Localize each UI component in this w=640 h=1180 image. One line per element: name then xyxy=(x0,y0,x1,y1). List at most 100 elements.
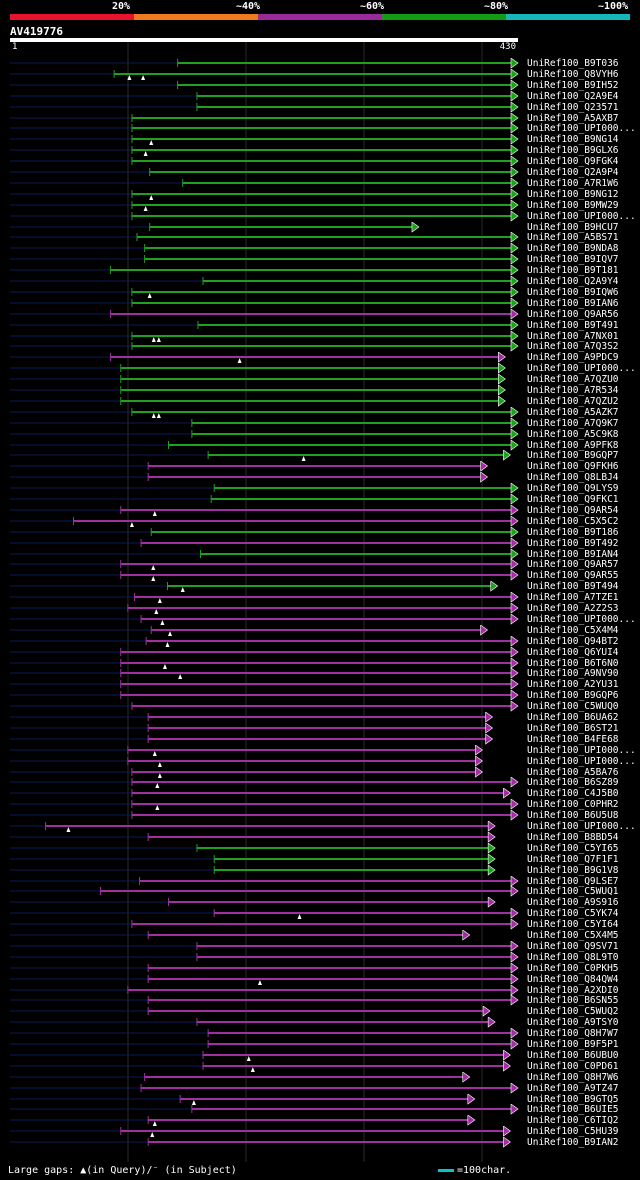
hit-row[interactable]: UniRef100_Q8H7W7 xyxy=(0,1028,640,1039)
hit-label[interactable]: UniRef100_Q23571 xyxy=(527,101,619,113)
hit-label[interactable]: UniRef100_B9MW29 xyxy=(527,199,619,211)
hit-row[interactable]: UniRef100_A9NV90 xyxy=(0,668,640,680)
hit-label[interactable]: UniRef100_A7QZU0 xyxy=(527,374,619,386)
hit-row[interactable]: UniRef100_B9NG14 xyxy=(0,134,640,146)
hit-row[interactable]: UniRef100_Q84QW4 xyxy=(0,973,640,985)
hit-label[interactable]: UniRef100_B6SN55 xyxy=(527,995,619,1007)
hit-label[interactable]: UniRef100_Q8VYH6 xyxy=(527,68,619,80)
hit-label[interactable]: UniRef100_B9NG12 xyxy=(527,188,619,200)
hit-label[interactable]: UniRef100_A7Q9K7 xyxy=(527,417,619,429)
hit-label[interactable]: UniRef100_A7Q3S2 xyxy=(527,341,619,353)
hit-row[interactable]: UniRef100_B9IAN2 xyxy=(0,1137,640,1148)
hit-row[interactable]: UniRef100_Q9LYS9 xyxy=(0,483,640,494)
hit-label[interactable]: UniRef100_B9HCU7 xyxy=(527,221,619,233)
hit-row[interactable]: UniRef100_B6SZ89 xyxy=(0,777,640,789)
hit-label[interactable]: UniRef100_A5BS71 xyxy=(527,232,619,244)
hit-label[interactable]: UniRef100_Q8LBJ4 xyxy=(527,472,619,484)
hit-row[interactable]: UniRef100_A5BS71 xyxy=(0,232,640,243)
hit-row[interactable]: UniRef100_A7R1W6 xyxy=(0,177,640,189)
hit-label[interactable]: UniRef100_Q9LSE7 xyxy=(527,875,619,887)
hit-label[interactable]: UniRef100_Q94BT2 xyxy=(527,635,619,647)
hit-row[interactable]: UniRef100_Q8H7W6 xyxy=(0,1071,640,1083)
hit-row[interactable]: UniRef100_B8BD54 xyxy=(0,831,640,843)
hit-row[interactable]: UniRef100_Q9AR56 xyxy=(0,308,640,320)
hit-label[interactable]: UniRef100_C5HU39 xyxy=(527,1126,619,1138)
hit-label[interactable]: UniRef100_B6ST21 xyxy=(527,722,619,734)
hit-row[interactable]: UniRef100_C0PD61 xyxy=(0,1060,640,1072)
hit-label[interactable]: UniRef100_B9T494 xyxy=(527,581,619,593)
hit-label[interactable]: UniRef100_Q8H7W6 xyxy=(527,1071,619,1083)
hit-row[interactable]: UniRef100_A2YU31 xyxy=(0,679,640,690)
hit-row[interactable]: UniRef100_A5BA76 xyxy=(0,766,640,778)
hit-row[interactable]: UniRef100_B9GQP6 xyxy=(0,690,640,701)
hit-row[interactable]: UniRef100_B6UIE5 xyxy=(0,1104,640,1115)
hit-row[interactable]: UniRef100_Q2A9P4 xyxy=(0,167,640,178)
hit-label[interactable]: UniRef100_C0PKH5 xyxy=(527,962,619,974)
hit-row[interactable]: UniRef100_A2XDI0 xyxy=(0,984,640,996)
hit-label[interactable]: UniRef100_A9PFK8 xyxy=(527,439,619,451)
hit-label[interactable]: UniRef100_B9GLX6 xyxy=(527,145,619,157)
hit-row[interactable]: UniRef100_A7TZE1 xyxy=(0,592,640,604)
hit-label[interactable]: UniRef100_B8BD54 xyxy=(527,831,619,843)
hit-label[interactable]: UniRef100_B9T492 xyxy=(527,537,619,549)
hit-label[interactable]: UniRef100_B6T6N0 xyxy=(527,657,619,669)
hit-row[interactable]: UniRef100_C5HU39 xyxy=(0,1126,640,1138)
hit-label[interactable]: UniRef100_C4J5B0 xyxy=(527,788,619,800)
hit-row[interactable]: UniRef100_A2Z2S3 xyxy=(0,603,640,614)
hit-label[interactable]: UniRef100_UPI000... xyxy=(527,363,636,375)
hit-row[interactable]: UniRef100_C5YI65 xyxy=(0,842,640,854)
hit-row[interactable]: UniRef100_C5X4M4 xyxy=(0,624,640,636)
hit-row[interactable]: UniRef100_UPI000... xyxy=(0,821,640,832)
hit-label[interactable]: UniRef100_A9PDC9 xyxy=(527,352,619,364)
hit-row[interactable]: UniRef100_B9T491 xyxy=(0,319,640,331)
hit-row[interactable]: UniRef100_Q9FKH6 xyxy=(0,461,640,472)
hit-label[interactable]: UniRef100_B9IAN2 xyxy=(527,1137,619,1149)
hit-label[interactable]: UniRef100_Q2A9P4 xyxy=(527,167,619,178)
hit-row[interactable]: UniRef100_B9MW29 xyxy=(0,199,640,211)
hit-row[interactable]: UniRef100_B9IAN4 xyxy=(0,548,640,560)
hit-row[interactable]: UniRef100_B9G1V8 xyxy=(0,864,640,876)
hit-row[interactable]: UniRef100_C5X4M5 xyxy=(0,930,640,941)
hit-label[interactable]: UniRef100_C0PHR2 xyxy=(527,799,619,811)
hit-label[interactable]: UniRef100_C5WUQ0 xyxy=(527,701,619,713)
hit-row[interactable]: UniRef100_A7QZU0 xyxy=(0,374,640,385)
hit-label[interactable]: UniRef100_A7R534 xyxy=(527,385,619,396)
hit-row[interactable]: UniRef100_A7Q9K7 xyxy=(0,417,640,429)
hit-row[interactable]: UniRef100_Q94BT2 xyxy=(0,635,640,647)
hit-label[interactable]: UniRef100_B6UIE5 xyxy=(527,1104,619,1116)
hit-row[interactable]: UniRef100_B4FE68 xyxy=(0,733,640,745)
hit-label[interactable]: UniRef100_B9T036 xyxy=(527,58,619,69)
hit-row[interactable]: UniRef100_Q2A9E4 xyxy=(0,90,640,102)
hit-label[interactable]: UniRef100_C6TIQ2 xyxy=(527,1115,619,1127)
hit-row[interactable]: UniRef100_A5AZK7 xyxy=(0,406,640,418)
hit-row[interactable]: UniRef100_UPI000... xyxy=(0,755,640,767)
hit-label[interactable]: UniRef100_Q84QW4 xyxy=(527,973,619,985)
hit-row[interactable]: UniRef100_A7Q3S2 xyxy=(0,341,640,352)
hit-label[interactable]: UniRef100_B9T491 xyxy=(527,319,619,331)
hit-label[interactable]: UniRef100_B9G1V8 xyxy=(527,864,619,876)
hit-row[interactable]: UniRef100_A7NX01 xyxy=(0,330,640,342)
hit-row[interactable]: UniRef100_C5WUQ0 xyxy=(0,701,640,712)
hit-label[interactable]: UniRef100_C5YI65 xyxy=(527,842,619,854)
hit-label[interactable]: UniRef100_Q9AR55 xyxy=(527,570,619,582)
hit-row[interactable]: UniRef100_Q9SV71 xyxy=(0,940,640,952)
hit-row[interactable]: UniRef100_B9HCU7 xyxy=(0,221,640,233)
hit-row[interactable]: UniRef100_B9T186 xyxy=(0,526,640,538)
hit-label[interactable]: UniRef100_UPI000... xyxy=(527,613,636,625)
hit-row[interactable]: UniRef100_A9PDC9 xyxy=(0,352,640,364)
hit-row[interactable]: UniRef100_Q6YUI4 xyxy=(0,646,640,658)
hit-label[interactable]: UniRef100_A9TZ47 xyxy=(527,1082,619,1094)
hit-label[interactable]: UniRef100_Q8H7W7 xyxy=(527,1028,619,1040)
hit-label[interactable]: UniRef100_A7R1W6 xyxy=(527,177,619,189)
hit-label[interactable]: UniRef100_Q2A9E4 xyxy=(527,90,619,102)
hit-label[interactable]: UniRef100_B9GQP7 xyxy=(527,450,619,462)
hit-label[interactable]: UniRef100_C0PD61 xyxy=(527,1060,619,1072)
hit-label[interactable]: UniRef100_B9IH52 xyxy=(527,79,619,91)
hit-row[interactable]: UniRef100_C6TIQ2 xyxy=(0,1115,640,1127)
hit-label[interactable]: UniRef100_A2Z2S3 xyxy=(527,603,619,614)
hit-label[interactable]: UniRef100_C5YK74 xyxy=(527,908,619,920)
hit-label[interactable]: UniRef100_Q9AR54 xyxy=(527,504,619,516)
hit-row[interactable]: UniRef100_UPI000... xyxy=(0,613,640,625)
hit-label[interactable]: UniRef100_Q9SV71 xyxy=(527,940,619,952)
hit-row[interactable]: UniRef100_B9T492 xyxy=(0,537,640,549)
